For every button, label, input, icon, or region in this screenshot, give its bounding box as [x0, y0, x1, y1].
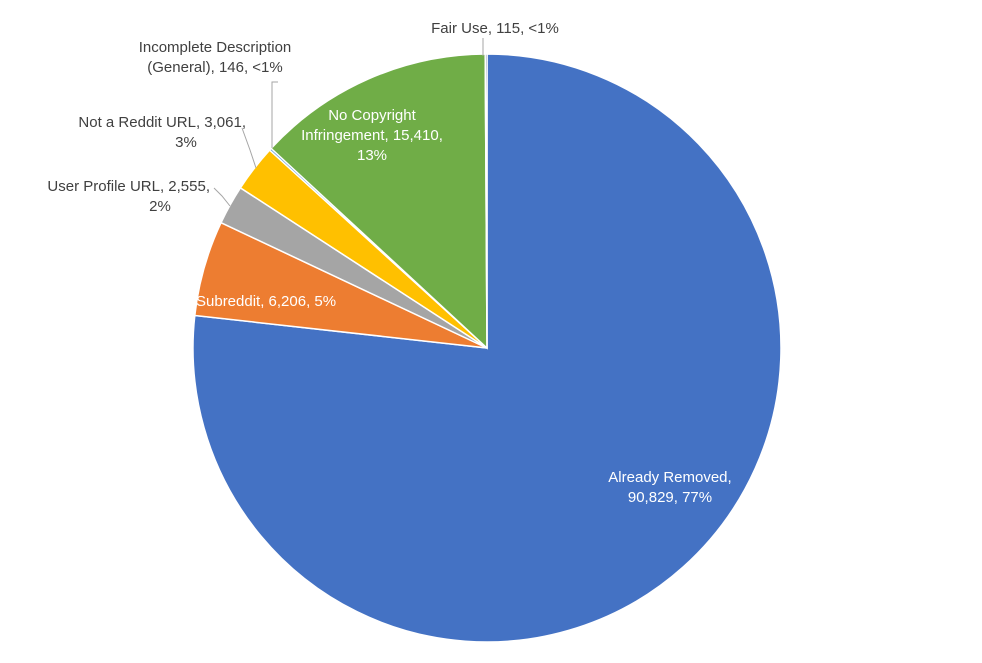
slice-label-incomplete-description: Incomplete Description (General), 146, <… [138, 39, 292, 76]
leader-line-not-a-reddit-url [241, 127, 257, 169]
slice-label-no-copyright-infringement: No Copyright Infringement, 15,410, 13% [301, 107, 443, 164]
leader-line-user-profile-url [213, 187, 231, 207]
slice-label-fair-use: Fair Use, 115, <1% [431, 20, 559, 37]
leader-line-incomplete-description [271, 81, 278, 148]
pie-slice-already-removed [192, 53, 782, 643]
slice-label-already-removed: Already Removed, 90,829, 77% [608, 469, 732, 506]
slice-label-subreddit: Subreddit, 6,206, 5% [196, 293, 337, 310]
slice-label-user-profile-url: User Profile URL, 2,555, 2% [47, 178, 210, 215]
pie-slice-no-copyright-infringement [270, 53, 488, 350]
pie-slice-fair-use [484, 53, 488, 349]
slice-label-not-a-reddit-url: Not a Reddit URL, 3,061, 3% [78, 114, 246, 151]
